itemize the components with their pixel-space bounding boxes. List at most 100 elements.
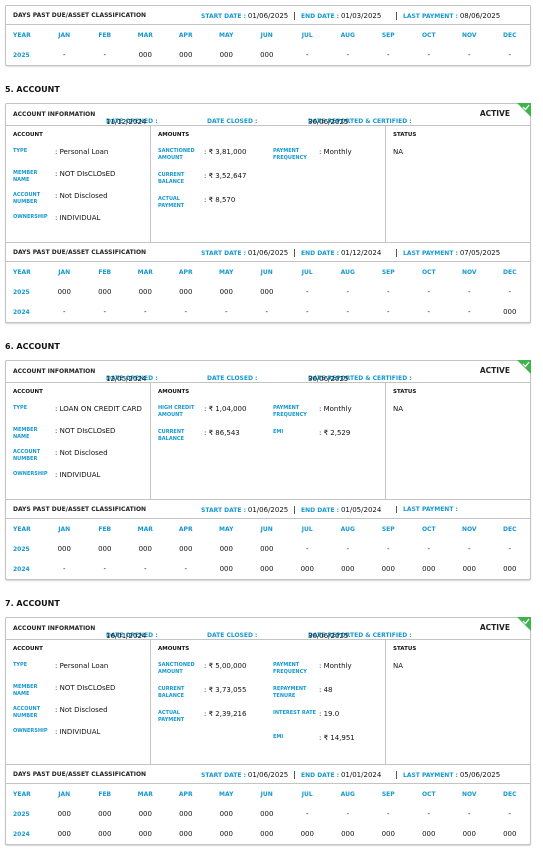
dpd-title: DAYS PAST DUE/ASSET CLASSIFICATION <box>13 771 147 778</box>
dpd-header: DAYS PAST DUE/ASSET CLASSIFICATION START … <box>6 6 530 25</box>
dpd-cell: 000 <box>57 810 71 818</box>
dpd-cell: - <box>305 545 309 553</box>
field-label: PAYMENT FREQUENCY <box>273 405 307 418</box>
field-value: : NOT DIsCLOsED <box>55 170 116 178</box>
dpd-cell: - <box>427 810 431 818</box>
date-field: START DATE : 01/06/2025 <box>201 506 288 514</box>
column-header: JUL <box>301 525 313 533</box>
dpd-cell: 000 <box>179 545 193 553</box>
amount-cell <box>158 734 273 758</box>
dpd-header: DAYS PAST DUE/ASSET CLASSIFICATION START … <box>6 765 530 784</box>
status-column: STATUS NA <box>386 126 530 242</box>
dpd-cell: - <box>346 545 350 553</box>
dpd-cell: - <box>265 308 269 316</box>
info-header: ACCOUNT INFORMATION DATE OPENED : 16/01/2… <box>6 617 531 640</box>
field-value: : INDIVIDUAL <box>55 214 101 222</box>
dpd-cell: 000 <box>422 830 436 838</box>
account-column: ACCOUNT TYPE: LOAN ON CREDIT CARD MEMBER N… <box>6 383 151 499</box>
column-header: OCT <box>421 790 436 798</box>
dpd-cell: 000 <box>341 565 355 573</box>
dpd-box: DAYS PAST DUE/ASSET CLASSIFICATION START … <box>5 5 531 66</box>
field: PAYMENT FREQUENCY: Monthly <box>273 662 388 678</box>
field-label: TYPE <box>13 148 28 154</box>
column-header: APR <box>178 790 193 798</box>
info-title: ACCOUNT INFORMATION <box>13 111 96 118</box>
dpd-cell: - <box>467 51 471 59</box>
field-value: : ₹ 5,00,000 <box>204 662 247 670</box>
column-header: OCT <box>421 31 436 39</box>
status-value: NA <box>393 405 404 413</box>
dpd-cell: - <box>508 288 512 296</box>
column-header: MAY <box>219 790 234 798</box>
column-header: YEAR <box>13 268 31 276</box>
dpd-cell: 000 <box>57 830 71 838</box>
date-value: 01/12/2024 <box>340 249 382 257</box>
dpd-cell: - <box>346 810 350 818</box>
info-header: ACCOUNT INFORMATION DATE OPENED : 11/12/2… <box>6 103 531 126</box>
field: CURRENT BALANCE: ₹ 3,73,055 <box>158 686 273 702</box>
info-header: ACCOUNT INFORMATION DATE OPENED : 12/05/2… <box>6 360 531 383</box>
account-column: ACCOUNT TYPE: Personal Loan MEMBER NAME: N… <box>6 126 151 242</box>
dpd-cell: 000 <box>219 545 233 553</box>
field-label: SANCTIONED AMOUNT <box>158 148 195 161</box>
dpd-title: DAYS PAST DUE/ASSET CLASSIFICATION <box>13 506 147 513</box>
column-header: DEC <box>503 790 517 798</box>
value: 30/06/2025 <box>308 118 349 126</box>
column-header: MAR <box>137 31 153 39</box>
field-value: : ₹ 2,39,216 <box>204 710 247 718</box>
column-header: JAN <box>58 790 71 798</box>
dpd-cell: 000 <box>98 288 112 296</box>
dpd-cell: - <box>386 810 390 818</box>
label: DATE CLOSED : <box>207 632 258 639</box>
column-header: SEP <box>381 268 395 276</box>
field-label: INTEREST RATE <box>273 710 317 716</box>
dpd-cell: - <box>386 288 390 296</box>
column-header: APR <box>178 31 193 39</box>
dpd-cell: - <box>224 308 228 316</box>
info-title: ACCOUNT INFORMATION <box>13 625 96 632</box>
dpd-cell: - <box>184 308 188 316</box>
dpd-cell: 000 <box>341 830 355 838</box>
dpd-cell: - <box>508 51 512 59</box>
dpd-cell: 000 <box>381 565 395 573</box>
active-check <box>517 103 531 117</box>
year-cell: 2025 <box>13 51 30 59</box>
dpd-cell: - <box>467 545 471 553</box>
dpd-cell: - <box>427 51 431 59</box>
dpd-cell: 000 <box>260 810 274 818</box>
date-value: 01/06/2025 <box>247 506 289 514</box>
dpd-cell: - <box>184 565 188 573</box>
date-field: END DATE : 01/01/2024 <box>294 771 381 779</box>
account-box: ACCOUNT INFORMATION DATE OPENED : 11/12/2… <box>5 103 531 323</box>
dpd-cell: - <box>103 51 107 59</box>
column-header: JUL <box>301 268 313 276</box>
date-label: LAST PAYMENT : <box>403 250 458 257</box>
dpd-row: 2025 000 000 000 000 000 000 - - - - - - <box>6 804 530 824</box>
column-title: AMOUNTS <box>158 646 190 652</box>
field-value: : ₹ 3,81,000 <box>204 148 247 156</box>
field: TYPE: Personal Loan <box>13 662 143 678</box>
label: DATE CLOSED : <box>207 375 258 382</box>
section-heading: 5. ACCOUNT <box>5 85 60 94</box>
column-header: NOV <box>461 268 477 276</box>
dpd-cell: 000 <box>260 545 274 553</box>
field-label: ACCOUNT NUMBER <box>13 449 41 462</box>
column-header: MAR <box>137 525 153 533</box>
dpd-header: DAYS PAST DUE/ASSET CLASSIFICATION START … <box>6 500 530 519</box>
dpd-cell: - <box>103 308 107 316</box>
amount-cell: PAYMENT FREQUENCY: Monthly <box>273 148 388 172</box>
field-label: CURRENT BALANCE <box>158 686 185 699</box>
field-label: PAYMENT FREQUENCY <box>273 148 307 161</box>
column-header: YEAR <box>13 525 31 533</box>
field: OWNERSHIP: INDIVIDUAL <box>13 471 143 487</box>
dpd-cell: 000 <box>300 830 314 838</box>
field-label: CURRENT BALANCE <box>158 172 185 185</box>
dpd-cell: - <box>346 288 350 296</box>
dpd-cell: 000 <box>138 545 152 553</box>
label: DATE OPENED : <box>106 118 158 125</box>
dpd-cell: - <box>427 545 431 553</box>
account-column: ACCOUNT TYPE: Personal Loan MEMBER NAME: N… <box>6 640 151 764</box>
date-label: END DATE : <box>301 250 340 257</box>
column-header: DEC <box>503 31 517 39</box>
amount-cell: PAYMENT FREQUENCY: Monthly <box>273 405 388 429</box>
